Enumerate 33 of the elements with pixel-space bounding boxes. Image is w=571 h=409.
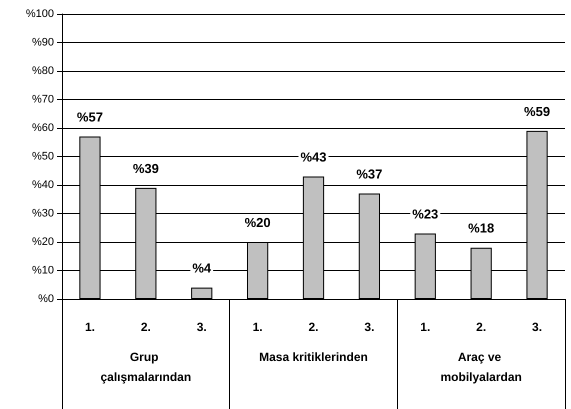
y-tick-label: %20 <box>32 236 54 248</box>
y-tick-label: %100 <box>26 8 54 20</box>
data-label: %4 <box>192 260 212 276</box>
data-label: %20 <box>244 215 271 230</box>
data-label: %43 <box>300 149 327 164</box>
data-label: %39 <box>132 160 159 176</box>
x-tick-label: 3. <box>364 320 374 334</box>
x-tick-label: 3. <box>532 320 542 334</box>
y-tick-label: %90 <box>32 36 54 48</box>
data-label: %18 <box>468 220 494 236</box>
text: Grup çalışmalarından <box>100 350 192 384</box>
data-label: %59 <box>524 104 550 119</box>
x-tick-label: 2. <box>308 320 319 334</box>
text: Masa kritiklerinden <box>259 350 368 364</box>
y-tick-label: %80 <box>32 65 54 77</box>
y-tick-label: %40 <box>32 179 54 191</box>
y-tick-label: %30 <box>32 208 54 220</box>
x-tick-label: 3. <box>196 320 207 334</box>
text: Araç ve mobilyalardan <box>440 350 522 384</box>
x-tick-label: 1. <box>84 320 95 334</box>
data-label: %37 <box>356 166 382 182</box>
bar <box>191 288 212 299</box>
x-tick-label: 2. <box>140 320 151 334</box>
x-tick-label: 1. <box>420 320 430 334</box>
y-tick-label: %60 <box>32 122 54 134</box>
x-tick-label: 2. <box>476 320 486 334</box>
y-tick-label: %10 <box>32 264 54 276</box>
data-label: %57 <box>76 110 103 125</box>
y-tick-label: %0 <box>38 293 54 305</box>
data-label: %23 <box>412 206 438 222</box>
y-tick-label: %50 <box>32 150 54 162</box>
x-tick-label: 1. <box>252 320 263 334</box>
y-tick-label: %70 <box>32 94 54 106</box>
